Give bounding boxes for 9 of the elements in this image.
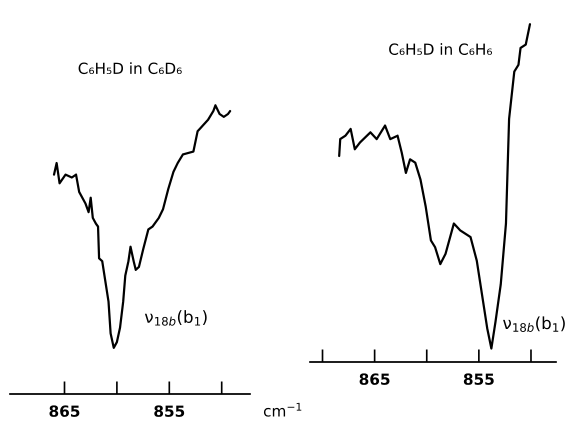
text: C₆H₅D in C₆H₆	[389, 43, 492, 55]
x-tick-label: 855	[464, 373, 494, 385]
x-tick-label: 855	[154, 405, 184, 417]
x-axis-title: cm$^{−1}$	[264, 402, 302, 417]
x-tick-label: 865	[360, 373, 390, 385]
annotation: ν$_{18b}$(b$_{1}$)	[144, 310, 207, 326]
x-tick-label: 865	[49, 405, 80, 417]
annotation: ν$_{18b}$(b$_{1}$)	[503, 316, 565, 332]
chart-title: C₆H₅D in C₆D₆	[78, 62, 182, 74]
